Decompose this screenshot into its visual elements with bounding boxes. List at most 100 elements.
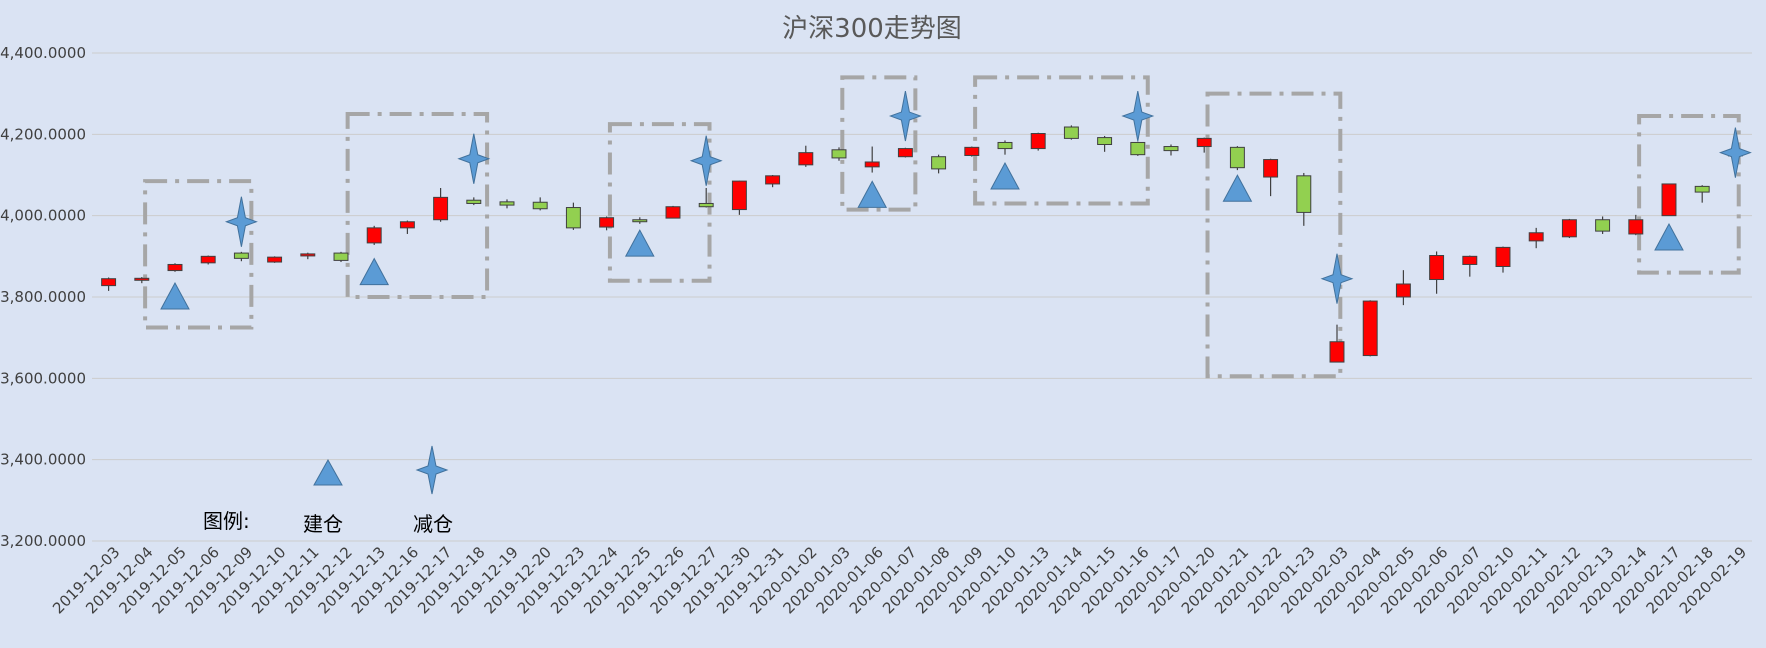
candle <box>433 188 449 222</box>
candle <box>997 140 1013 155</box>
position-boxes <box>143 75 1741 379</box>
candle-body <box>931 156 947 170</box>
candle-body <box>1030 133 1046 150</box>
candle <box>831 147 847 161</box>
candle-body <box>1229 146 1245 169</box>
candle-body <box>964 146 980 156</box>
candle <box>1462 255 1478 277</box>
candle <box>466 197 482 206</box>
candle <box>931 154 947 174</box>
candle-body <box>233 252 249 259</box>
position-box <box>143 179 254 330</box>
candle <box>1130 141 1146 156</box>
candle-body <box>532 201 548 210</box>
candle <box>300 252 316 260</box>
candle <box>267 256 283 263</box>
reduce-marker <box>888 90 922 142</box>
candle-body <box>1163 146 1179 152</box>
build-marker <box>1222 174 1253 202</box>
reduce-marker <box>457 133 491 184</box>
candle-body <box>1263 159 1279 178</box>
candle <box>1694 185 1710 203</box>
candle-body <box>1595 219 1611 232</box>
candle <box>864 146 880 173</box>
chart-title: 沪深300走势图 <box>782 14 962 44</box>
candle <box>1362 300 1378 357</box>
blue-four-point-star-icon <box>415 445 449 495</box>
candle-body <box>1296 175 1312 213</box>
reduce-marker <box>1320 253 1354 304</box>
candle <box>233 251 249 262</box>
candle <box>1263 158 1279 197</box>
position-box <box>1205 91 1343 379</box>
candle <box>1429 251 1445 294</box>
candles <box>101 125 1743 363</box>
candle <box>1395 270 1411 306</box>
candle-body <box>1429 255 1445 281</box>
candle <box>499 199 515 209</box>
candle <box>167 263 183 272</box>
x-axis-ticks: 2019-12-032019-12-042019-12-052019-12-06… <box>49 543 1750 617</box>
candle-body <box>1528 232 1544 242</box>
candle-body <box>798 152 814 166</box>
candle <box>1163 144 1179 156</box>
position-box <box>840 75 918 212</box>
candle-body <box>1628 219 1644 235</box>
candle-body <box>499 201 515 206</box>
build-marker <box>359 257 390 286</box>
candle-body <box>1395 283 1411 298</box>
grid-lines <box>92 52 1752 542</box>
candle-body <box>333 252 349 261</box>
candle-body <box>1462 255 1478 265</box>
reduce-marker <box>1718 127 1752 178</box>
position-box <box>607 122 712 283</box>
build-marker <box>857 180 888 208</box>
candle-body <box>1362 300 1378 357</box>
legend-reduce-label: 减仓 <box>413 512 453 536</box>
build-marker <box>1654 222 1684 251</box>
candle <box>333 251 349 263</box>
candle-body <box>200 255 216 264</box>
markers <box>160 90 1752 310</box>
candle <box>1030 132 1046 151</box>
y-tick-label: 3,600.0000 <box>0 369 86 387</box>
candle <box>1097 135 1113 152</box>
candle-body <box>1097 137 1113 146</box>
candle-body <box>399 221 415 229</box>
candle-body <box>831 149 847 159</box>
candle-body <box>1661 183 1677 217</box>
candle-body <box>698 202 714 208</box>
build-marker <box>990 161 1020 190</box>
legend-caption: 图例: <box>203 509 250 533</box>
candle-body <box>433 196 449 221</box>
candle-body <box>864 161 880 168</box>
candle <box>399 220 415 234</box>
candle-body <box>731 180 747 211</box>
y-tick-label: 3,800.0000 <box>0 288 86 306</box>
candle-body <box>665 206 681 219</box>
candle <box>897 147 913 158</box>
y-tick-label: 4,000.0000 <box>0 207 86 225</box>
candle <box>1661 183 1677 217</box>
reduce-marker <box>224 196 258 247</box>
candle <box>101 277 117 291</box>
candle-body <box>765 175 781 185</box>
candle-body <box>1329 341 1345 363</box>
candle <box>1628 214 1644 236</box>
candle-body <box>1495 246 1511 268</box>
candle-body <box>632 219 648 223</box>
candle-body <box>466 199 482 204</box>
candle <box>964 146 980 157</box>
candle <box>731 180 747 215</box>
candle <box>665 205 681 219</box>
candle-body <box>1694 185 1710 193</box>
candle <box>798 145 814 167</box>
candle <box>698 188 714 208</box>
position-box <box>345 112 490 299</box>
y-axis-ticks: 3,200.0000 3,400.0000 3,600.0000 3,800.0000… <box>0 44 86 550</box>
candle <box>1229 146 1245 171</box>
reduce-marker <box>689 135 723 186</box>
candle <box>1296 172 1312 226</box>
blue-triangle-icon <box>313 458 343 486</box>
candle <box>765 175 781 188</box>
